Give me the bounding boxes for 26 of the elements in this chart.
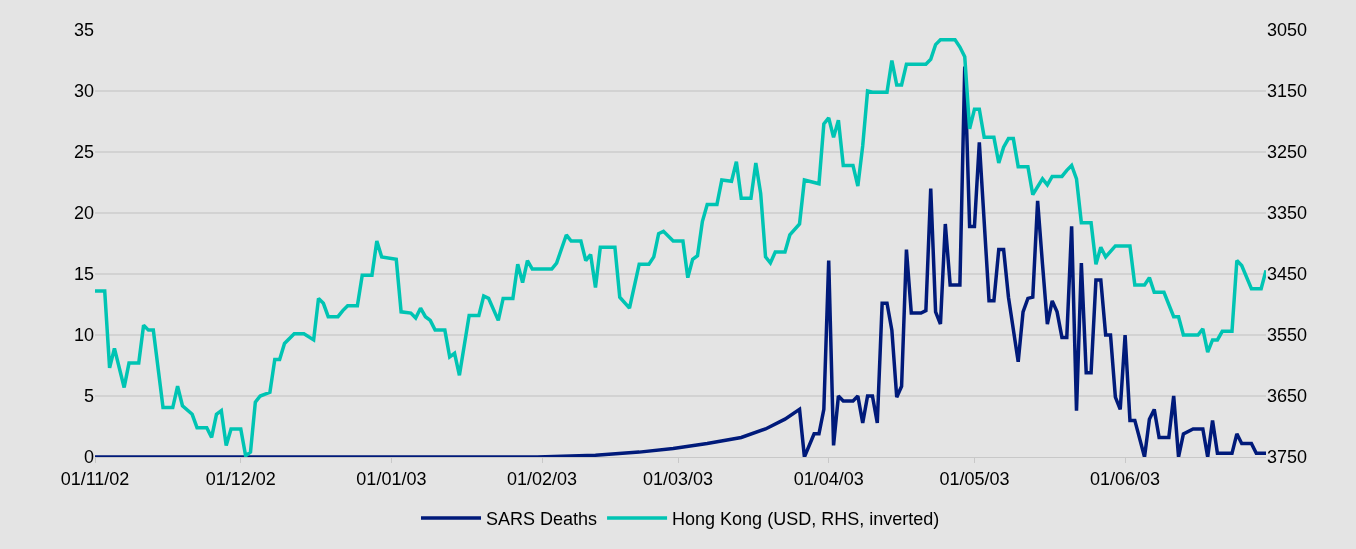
y-tick-label: 20: [73, 203, 94, 224]
y2-tick-label: 3150: [1267, 81, 1308, 102]
x-tick-label: 01/12/02: [205, 468, 276, 489]
y2-tick-label: 3450: [1267, 264, 1308, 285]
x-tick-label: 01/03/03: [643, 468, 714, 489]
y2-tick-label: 3350: [1267, 203, 1308, 224]
x-tick-label: 01/05/03: [939, 468, 1010, 489]
y-tick-label: 15: [73, 264, 94, 285]
y-tick-label: 0: [83, 447, 94, 468]
y-tick-label: 30: [73, 81, 94, 102]
x-tick-label: 01/11/02: [60, 468, 130, 489]
x-tick-label: 01/06/03: [1090, 468, 1161, 489]
x-tick-label: 01/01/03: [356, 468, 427, 489]
y2-tick-label: 3550: [1267, 325, 1308, 346]
y-tick-label: 25: [73, 142, 94, 163]
y2-tick-label: 3650: [1267, 386, 1308, 407]
y-tick-label: 10: [73, 325, 94, 346]
y2-tick-label: 3750: [1267, 447, 1308, 468]
y-tick-label: 5: [83, 386, 94, 407]
y2-tick-label: 3250: [1267, 142, 1308, 163]
x-tick-label: 01/02/03: [506, 468, 578, 489]
y2-tick-label: 3050: [1267, 20, 1308, 41]
x-tick-label: 01/04/03: [793, 468, 864, 489]
y-tick-label: 35: [73, 20, 94, 41]
legend-label: SARS Deaths: [486, 508, 598, 529]
legend-label: Hong Kong (USD, RHS, inverted): [672, 508, 940, 529]
